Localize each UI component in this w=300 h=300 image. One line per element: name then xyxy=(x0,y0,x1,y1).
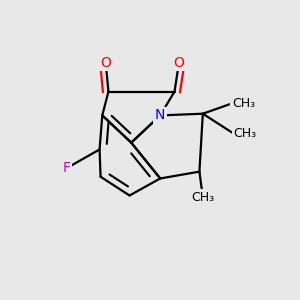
Text: CH₃: CH₃ xyxy=(233,127,256,140)
Text: O: O xyxy=(173,56,184,70)
Text: F: F xyxy=(62,161,70,175)
Text: CH₃: CH₃ xyxy=(191,191,214,204)
Text: CH₃: CH₃ xyxy=(232,97,255,110)
Text: N: N xyxy=(155,108,165,122)
Text: O: O xyxy=(100,56,111,70)
